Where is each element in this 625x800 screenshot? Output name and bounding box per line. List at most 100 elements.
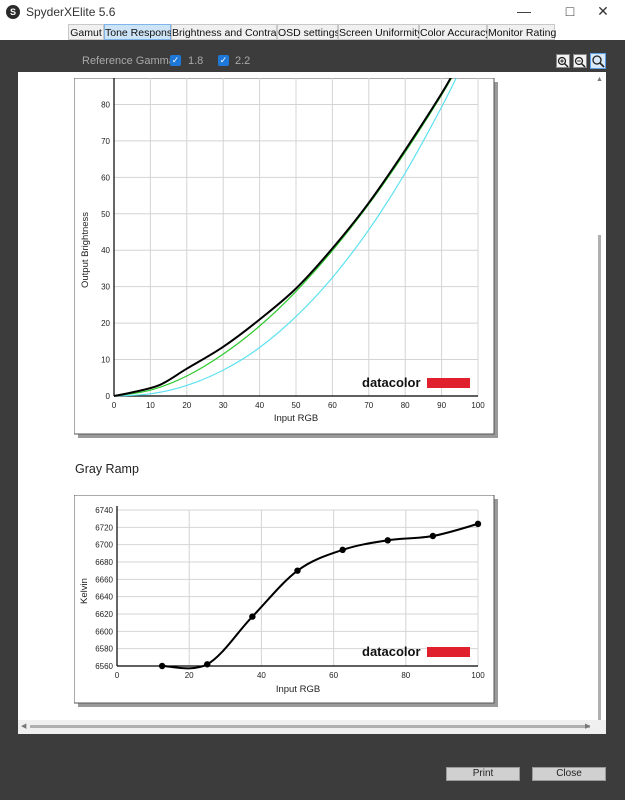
scroll-right-arrow-icon[interactable]: ▶ xyxy=(585,723,591,730)
x-tick-label: 20 xyxy=(185,671,194,680)
y-tick-label: 30 xyxy=(101,283,110,292)
data-point xyxy=(339,546,346,554)
x-tick-label: 70 xyxy=(364,401,373,410)
maximize-icon[interactable]: □ xyxy=(565,3,575,19)
minimize-icon[interactable]: — xyxy=(517,3,531,19)
y-tick-label: 6620 xyxy=(95,610,113,619)
data-point xyxy=(429,532,437,540)
y-tick-label: 50 xyxy=(101,210,110,219)
x-tick-label: 60 xyxy=(329,671,338,680)
tab-gamut[interactable]: Gamut xyxy=(68,24,104,40)
tone-response-chart: 0 10 20 30 40 50 60 70 80 90 100 0 10 20 30 40 50 60 70 80… xyxy=(74,78,498,438)
horizontal-scroll-thumb[interactable] xyxy=(30,725,590,728)
datacolor-brand-bar xyxy=(427,378,470,388)
gray-ramp-heading: Gray Ramp xyxy=(75,462,139,476)
app-icon: S xyxy=(6,5,20,19)
gamma-18-label: 1.8 xyxy=(188,55,204,67)
gamma-2.2-curve xyxy=(113,78,457,397)
data-point xyxy=(158,662,166,670)
y-tick-label: 70 xyxy=(101,137,110,146)
chart-series xyxy=(158,520,482,670)
gamma-18-checkbox[interactable]: ✓ xyxy=(170,55,181,66)
x-tick-label: 60 xyxy=(328,401,337,410)
vertical-scroll-thumb[interactable] xyxy=(598,235,601,730)
y-tick-label: 6640 xyxy=(95,593,113,602)
zoom-out-icon xyxy=(574,56,586,68)
chart-grid xyxy=(116,506,479,667)
zoom-fit-button[interactable] xyxy=(590,53,606,69)
data-point xyxy=(249,613,256,620)
x-tick-label: 40 xyxy=(257,671,266,680)
x-tick-label: 30 xyxy=(219,401,228,410)
data-point xyxy=(384,537,391,544)
datacolor-logo: datacolor xyxy=(362,375,421,390)
window-title: SpyderXElite 5.6 xyxy=(26,5,116,19)
magnifier-icon xyxy=(592,55,605,68)
data-point xyxy=(474,520,482,528)
gamma-22-checkbox[interactable]: ✓ xyxy=(218,55,229,66)
tab-tone-response[interactable]: Tone Response xyxy=(104,24,178,40)
scroll-left-arrow-icon[interactable]: ◀ xyxy=(21,723,27,730)
gray-ramp-chart: 0 20 40 60 80 100 6560 6580 6600 6620 6640 6660 668… xyxy=(74,495,498,707)
y-tick-labels: 6560 6580 6600 6620 6640 6660 6680 6700 6720 6740 xyxy=(95,506,113,671)
chart-frame xyxy=(74,78,495,435)
x-tick-label: 80 xyxy=(401,671,410,680)
chart-series xyxy=(113,78,457,397)
zoom-in-button[interactable] xyxy=(556,54,570,68)
x-tick-label: 20 xyxy=(182,401,191,410)
tab-color-accuracy[interactable]: Color Accuracy xyxy=(419,24,491,40)
data-point xyxy=(294,567,301,574)
x-tick-label: 40 xyxy=(255,401,264,410)
y-tick-label: 6680 xyxy=(95,558,113,567)
y-tick-label: 0 xyxy=(106,392,111,401)
x-tick-label: 0 xyxy=(115,671,120,680)
y-tick-label: 6660 xyxy=(95,575,113,584)
x-tick-labels: 0 10 20 30 40 50 60 70 80 90 100 xyxy=(112,401,485,410)
y-tick-labels: 0 10 20 30 40 50 60 70 80 xyxy=(101,100,110,401)
y-axis-label: Kelvin xyxy=(79,578,90,604)
datacolor-brand-bar xyxy=(427,647,470,657)
y-tick-label: 6580 xyxy=(95,645,113,654)
chart-frame xyxy=(74,495,495,704)
y-tick-label: 6700 xyxy=(95,541,113,550)
close-window-icon[interactable]: ✕ xyxy=(597,3,609,19)
y-tick-label: 6600 xyxy=(95,627,113,636)
x-tick-label: 0 xyxy=(112,401,117,410)
print-button[interactable]: Print xyxy=(446,767,520,781)
x-axis-label: Input RGB xyxy=(276,684,320,695)
measured-curve xyxy=(113,78,452,397)
chart-grid xyxy=(113,78,479,397)
reference-gamma-label: Reference Gamma: xyxy=(82,55,178,67)
y-axis-label: Output Brightness xyxy=(80,212,91,288)
y-tick-label: 40 xyxy=(101,246,110,255)
title-bar xyxy=(0,0,625,24)
x-tick-labels: 0 20 40 60 80 100 xyxy=(115,671,485,680)
x-axis-label: Input RGB xyxy=(274,413,318,424)
y-tick-label: 6720 xyxy=(95,523,113,532)
zoom-out-button[interactable] xyxy=(573,54,587,68)
datacolor-logo: datacolor xyxy=(362,644,421,659)
x-tick-label: 90 xyxy=(437,401,446,410)
x-tick-label: 10 xyxy=(146,401,155,410)
close-button[interactable]: Close xyxy=(532,767,606,781)
zoom-in-icon xyxy=(557,56,569,68)
x-tick-label: 50 xyxy=(292,401,301,410)
x-tick-label: 100 xyxy=(471,401,485,410)
x-tick-label: 80 xyxy=(401,401,410,410)
kelvin-curve xyxy=(162,522,479,670)
y-tick-label: 6560 xyxy=(95,662,113,671)
y-tick-label: 6740 xyxy=(95,506,113,515)
tab-monitor-rating[interactable]: Monitor Rating xyxy=(487,24,556,40)
gamma-22-label: 2.2 xyxy=(235,55,251,67)
tab-screen-uniformity[interactable]: Screen Uniformity xyxy=(338,24,422,40)
y-tick-label: 20 xyxy=(101,319,110,328)
tab-osd-settings[interactable]: OSD settings xyxy=(277,24,340,40)
y-tick-label: 60 xyxy=(101,173,110,182)
gamma-1.8-curve xyxy=(113,78,453,397)
data-point xyxy=(204,661,211,668)
scroll-up-arrow-icon[interactable]: ▲ xyxy=(596,76,603,83)
tab-brightness-contrast[interactable]: Brightness and Contrast xyxy=(171,24,285,40)
y-tick-label: 10 xyxy=(101,356,110,365)
x-tick-label: 100 xyxy=(471,671,485,680)
y-tick-label: 80 xyxy=(101,100,110,109)
